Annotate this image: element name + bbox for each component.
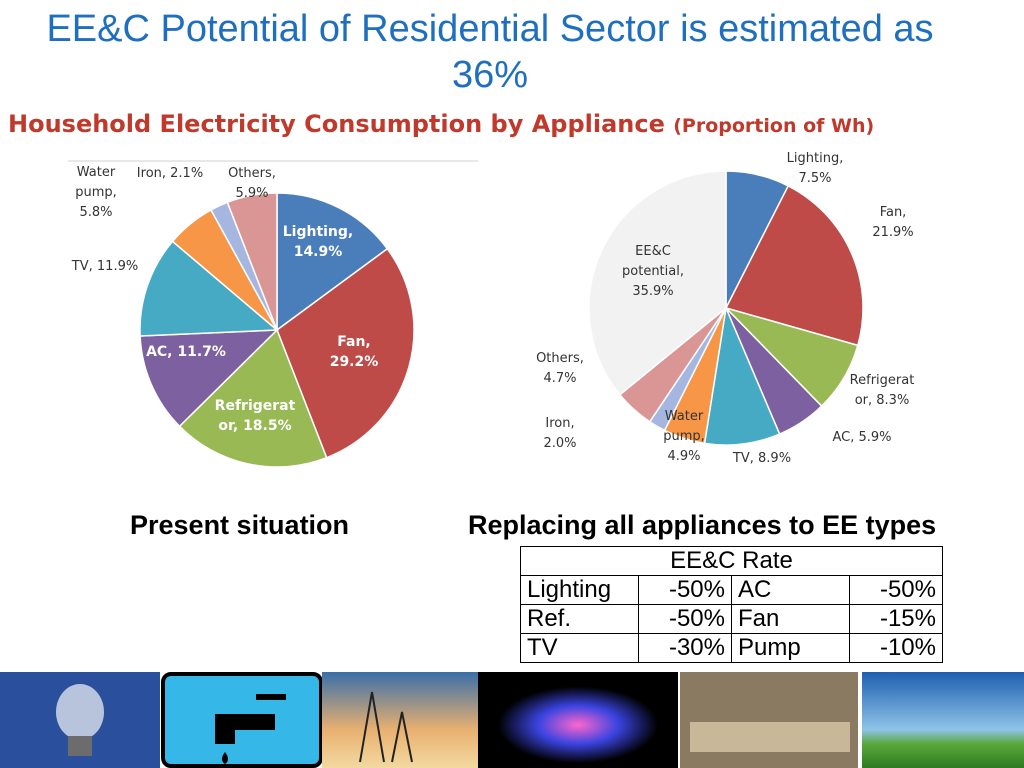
table-cell: Pump	[731, 633, 850, 663]
data-label: Refrigerat or, 18.5%	[215, 398, 296, 434]
data-label: Fan, 21.9%	[872, 205, 913, 240]
table-cell: Ref.	[520, 604, 639, 634]
table-cell: AC	[731, 575, 850, 605]
data-label: Refrigerat or, 8.3%	[850, 373, 915, 408]
data-label: Others, 5.9%	[228, 166, 276, 201]
subtitle: Household Electricity Consumption by App…	[8, 110, 874, 138]
bulb-image	[0, 672, 160, 768]
powerline-image	[322, 672, 478, 768]
pie-slice	[588, 170, 727, 396]
table-cell: -15%	[849, 604, 943, 634]
pie-slice	[178, 328, 328, 468]
table-header: EE&C Rate	[520, 546, 943, 576]
pie-slice	[276, 247, 415, 459]
subtitle-note: (Proportion of Wh)	[673, 115, 875, 137]
data-label: TV, 11.9%	[71, 259, 138, 274]
table-cell: TV	[520, 633, 639, 663]
data-label: Water pump, 4.9%	[663, 409, 705, 464]
data-label: Lighting, 14.9%	[283, 224, 354, 260]
caption: Present situation	[130, 510, 350, 540]
data-label: TV, 8.9%	[732, 451, 791, 466]
nature-image	[862, 672, 1024, 768]
pie-slice	[139, 329, 279, 428]
data-label: Water pump, 5.8%	[75, 165, 117, 220]
data-label: AC, 5.9%	[832, 430, 891, 445]
data-label: Iron, 2.0%	[543, 416, 576, 451]
rate-table: EE&C Rate Lighting -50% AC -50% Ref. -50% Fan -…	[520, 546, 943, 663]
pie-slice	[276, 192, 389, 332]
meeting-image	[680, 672, 858, 768]
data-label: EE&C potential, 35.9%	[622, 244, 684, 299]
faucet-image	[161, 672, 323, 768]
table-cell: -50%	[849, 575, 943, 605]
pie-slice	[226, 192, 278, 331]
pie-slice	[139, 240, 279, 337]
table-cell: Lighting	[520, 575, 639, 605]
table-cell: Fan	[731, 604, 850, 634]
image-strip	[0, 672, 1024, 768]
subtitle-text: Household Electricity Consumption by App…	[8, 110, 665, 138]
table-cell: -30%	[638, 633, 732, 663]
data-label: Others, 4.7%	[536, 351, 584, 386]
pie-slice	[724, 184, 864, 347]
charts: Lighting, 14.9% Fan, 29.2% Refrigerat or, 18.…	[68, 151, 915, 468]
title: EE&C Potential of Residential Sector is …	[46, 8, 934, 96]
data-label: Iron, 2.1%	[137, 166, 203, 181]
table-cell: -50%	[638, 604, 732, 634]
data-label: Fan, 29.2%	[330, 334, 379, 370]
data-label: Lighting, 7.5%	[787, 151, 844, 186]
flame-image	[478, 672, 678, 768]
data-label: AC, 11.7%	[146, 344, 226, 360]
table-cell: -50%	[638, 575, 732, 605]
caption: Replacing all appliances to EE types	[468, 510, 937, 540]
table-cell: -10%	[849, 633, 943, 663]
